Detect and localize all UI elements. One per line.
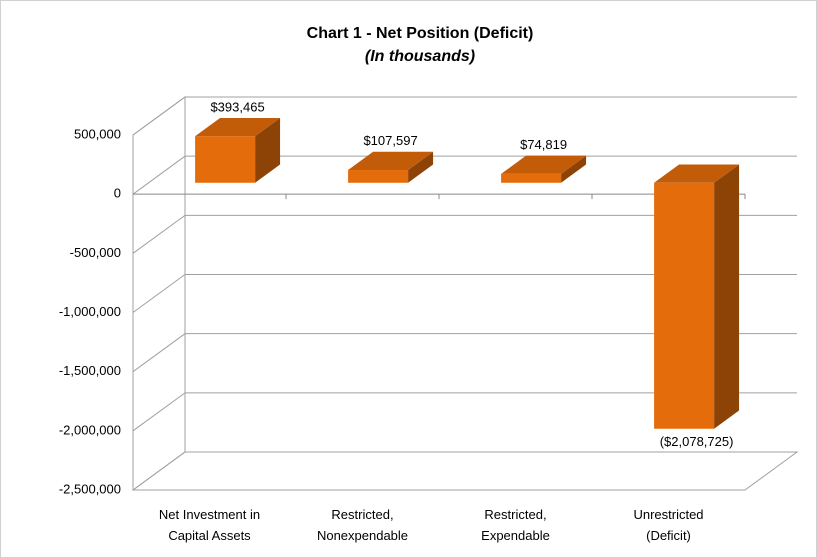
bar-side: [561, 155, 587, 183]
bar-top: [195, 117, 281, 137]
bar: [195, 136, 256, 183]
bar-top: [654, 164, 740, 183]
bar: [501, 173, 562, 183]
y-tick-label: -1,000,000: [59, 304, 121, 319]
x-tick-label-line: Nonexpendable: [317, 528, 408, 543]
y-tick-label: -500,000: [70, 245, 121, 260]
value-label: $393,465: [210, 99, 264, 114]
y-tick-label: 0: [114, 186, 121, 201]
bar-top: [501, 155, 587, 174]
grid-line: [132, 274, 797, 313]
x-tick-label: Net Investment in Capital Assets: [159, 507, 260, 543]
grid-line: [132, 155, 797, 195]
x-tick-label-line: Capital Assets: [168, 528, 251, 543]
x-tick-label-line: (Deficit): [646, 528, 691, 543]
chart-title: Chart 1 - Net Position (Deficit): [307, 25, 534, 42]
x-tick-label-line: Restricted,: [331, 507, 393, 522]
x-tick-label-line: Net Investment in: [159, 507, 260, 522]
grid-line: [132, 96, 797, 136]
bar: [654, 182, 715, 429]
x-tick-label: Unrestricted (Deficit): [633, 507, 703, 543]
grid-line: [132, 451, 797, 491]
bar: [348, 170, 409, 183]
bar-top: [348, 151, 434, 171]
bar-side: [408, 151, 434, 183]
grid-line: [132, 392, 797, 432]
x-tick-label-line: Restricted,: [484, 507, 546, 522]
grid-line: [132, 214, 797, 254]
value-label: ($2,078,725): [660, 434, 734, 449]
y-tick-label: -1,500,000: [59, 363, 121, 378]
y-tick-label: -2,500,000: [59, 481, 121, 496]
chart-subtitle: (In thousands): [365, 48, 475, 65]
value-label: $107,597: [363, 133, 417, 148]
bar-side: [714, 164, 740, 429]
x-tick-label: Restricted, Expendable: [481, 507, 550, 543]
y-tick-label: -2,000,000: [59, 422, 121, 437]
value-label: $74,819: [520, 137, 567, 152]
x-tick-label: Restricted, Nonexpendable: [317, 507, 408, 543]
x-tick-label-line: Unrestricted: [633, 507, 703, 522]
x-tick-label-line: Expendable: [481, 528, 550, 543]
bar-side: [255, 117, 281, 183]
y-tick-label: 500,000: [74, 126, 121, 141]
grid-line: [132, 333, 797, 373]
